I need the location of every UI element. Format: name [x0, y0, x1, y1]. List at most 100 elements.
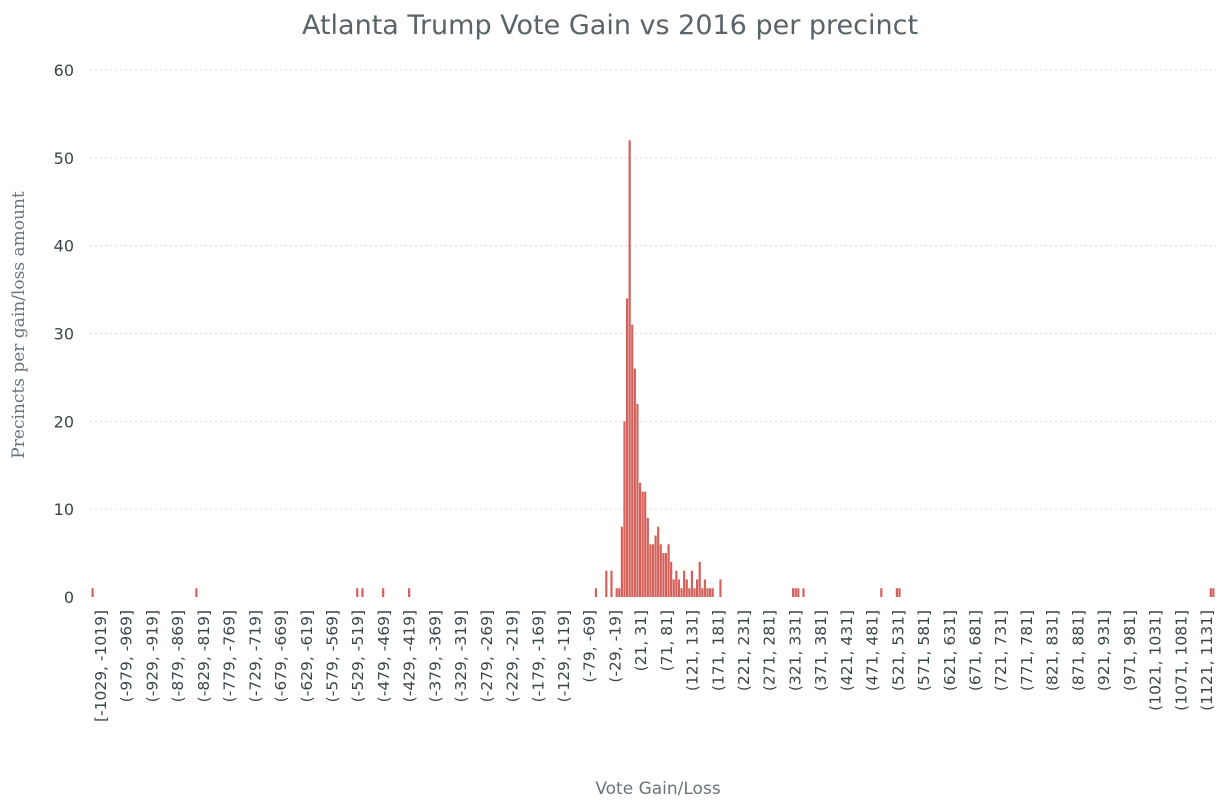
histogram-bar: [670, 561, 673, 597]
histogram-bar: [1209, 588, 1212, 597]
histogram-bar: [794, 588, 797, 597]
histogram-bar: [683, 570, 686, 597]
x-tick-label: (-529, -519]: [349, 610, 367, 702]
x-tick-label: (21, 31]: [632, 610, 650, 671]
histogram-bar: [356, 588, 359, 597]
x-tick-label: (1021, 1031]: [1147, 610, 1165, 711]
x-tick-label: (-979, -969]: [118, 610, 136, 702]
x-tick-label: (421, 431]: [838, 610, 856, 691]
histogram-bar: [651, 544, 655, 597]
histogram-bar: [685, 579, 688, 597]
histogram-bar: [91, 588, 94, 597]
histogram-bar: [677, 579, 681, 597]
x-tick-label: (71, 81]: [658, 610, 676, 671]
histogram-bar: [708, 588, 712, 597]
x-tick-label: (-429, -419]: [401, 610, 419, 702]
histogram-bar: [633, 368, 636, 597]
y-tick-label: 50: [54, 149, 74, 168]
histogram-bar: [361, 588, 364, 597]
x-tick-label: (171, 181]: [709, 610, 727, 691]
x-tick-label: (1121, 1131]: [1198, 610, 1216, 711]
histogram-bar: [662, 553, 665, 597]
x-axis-label: Vote Gain/Loss: [595, 779, 720, 799]
x-tick-label: (871, 881]: [1069, 610, 1087, 691]
x-tick-label: (621, 631]: [941, 610, 959, 691]
x-tick-label: (971, 981]: [1121, 610, 1139, 691]
histogram-bar: [680, 588, 683, 597]
histogram-bar: [615, 588, 618, 597]
y-tick-label: 40: [54, 237, 74, 256]
histogram-bar: [701, 588, 704, 597]
histogram-bar: [610, 570, 613, 597]
x-tick-label: (671, 681]: [967, 610, 985, 691]
histogram-bar: [675, 570, 678, 597]
gridlines: [90, 69, 1216, 510]
histogram-bar: [802, 588, 805, 597]
x-tick-label: (-79, -69]: [581, 610, 599, 683]
histogram-bar: [625, 298, 629, 597]
histogram-bar: [657, 526, 660, 597]
histogram-bar: [623, 421, 626, 597]
x-tick-label: (-829, -819]: [195, 610, 213, 702]
x-tick-label: (-679, -669]: [272, 610, 290, 702]
histogram-bar: [195, 588, 198, 597]
histogram-bar: [667, 544, 670, 597]
histogram-bar: [719, 579, 722, 597]
x-tick-label: (471, 481]: [864, 610, 882, 691]
x-tick-label: (821, 831]: [1044, 610, 1062, 691]
x-tick-label: (271, 281]: [761, 610, 779, 691]
x-tick-label: (771, 781]: [1018, 610, 1036, 691]
histogram-bar: [638, 482, 642, 597]
histogram-bar: [649, 544, 652, 597]
x-tick-label: (-29, -19]: [606, 610, 624, 683]
x-tick-label: (321, 331]: [787, 610, 805, 691]
x-tick-label: (-179, -169]: [529, 610, 547, 702]
histogram-bar: [895, 588, 898, 597]
y-tick-label: 60: [54, 61, 74, 80]
histogram-bar: [618, 588, 621, 597]
histogram-bar: [641, 491, 644, 597]
histogram-bar: [688, 588, 691, 597]
x-tick-label: [-1029, -1019]: [92, 610, 110, 722]
histogram-bar: [654, 535, 657, 597]
histogram-bar: [636, 403, 639, 597]
histogram-bar: [792, 588, 795, 597]
histogram-bar: [711, 588, 714, 597]
histogram-bar: [1212, 588, 1215, 597]
y-tick-label: 0: [64, 588, 74, 607]
x-tick-label: (921, 931]: [1095, 610, 1113, 691]
y-axis-ticks: 0 10 20 30 40 50 60: [54, 61, 74, 607]
x-tick-label: (-579, -569]: [324, 610, 342, 702]
histogram-bar: [898, 588, 901, 597]
x-tick-label: (-379, -369]: [426, 610, 444, 702]
histogram-bar: [693, 588, 696, 597]
x-axis-ticks: [-1029, -1019] (-979, -969] (-929, -919] (-…: [92, 610, 1216, 722]
x-tick-label: (-879, -869]: [169, 610, 187, 702]
histogram-bar: [696, 579, 699, 597]
histogram-bar: [659, 544, 662, 597]
x-tick-label: (-229, -219]: [504, 610, 522, 702]
histogram-bar: [690, 570, 694, 597]
histogram-bar: [703, 579, 706, 597]
bars: [91, 140, 1215, 597]
x-tick-label: (571, 581]: [915, 610, 933, 691]
histogram-bar: [382, 588, 385, 597]
x-tick-label: (-629, -619]: [298, 610, 316, 702]
chart-title: Atlanta Trump Vote Gain vs 2016 per prec…: [302, 10, 918, 41]
x-tick-label: (-129, -119]: [555, 610, 573, 702]
x-tick-label: (121, 131]: [684, 610, 702, 691]
histogram-bar: [620, 526, 623, 597]
histogram-bar: [664, 553, 668, 597]
histogram-bar: [605, 570, 608, 597]
x-tick-label: (-279, -269]: [478, 610, 496, 702]
y-tick-label: 20: [54, 412, 74, 431]
x-tick-label: (-729, -719]: [246, 610, 264, 702]
y-tick-label: 10: [54, 500, 74, 519]
x-tick-label: (221, 231]: [735, 610, 753, 691]
x-tick-label: (371, 381]: [812, 610, 830, 691]
y-tick-label: 30: [54, 325, 74, 344]
x-tick-label: (-329, -319]: [452, 610, 470, 702]
x-tick-label: (521, 531]: [889, 610, 907, 691]
y-axis-label: Precincts per gain/loss amount: [9, 191, 29, 459]
histogram-bar: [646, 517, 649, 597]
